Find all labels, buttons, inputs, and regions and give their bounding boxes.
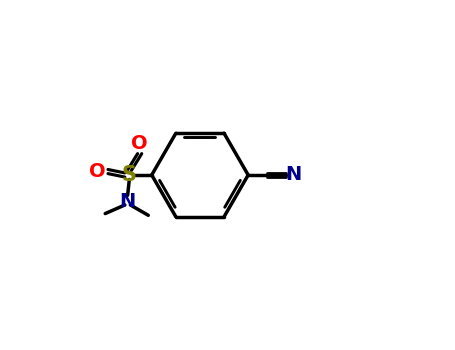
Text: N: N <box>285 166 302 184</box>
Text: O: O <box>131 134 148 153</box>
Text: N: N <box>120 192 136 211</box>
Text: S: S <box>122 165 137 185</box>
Text: O: O <box>89 162 106 181</box>
